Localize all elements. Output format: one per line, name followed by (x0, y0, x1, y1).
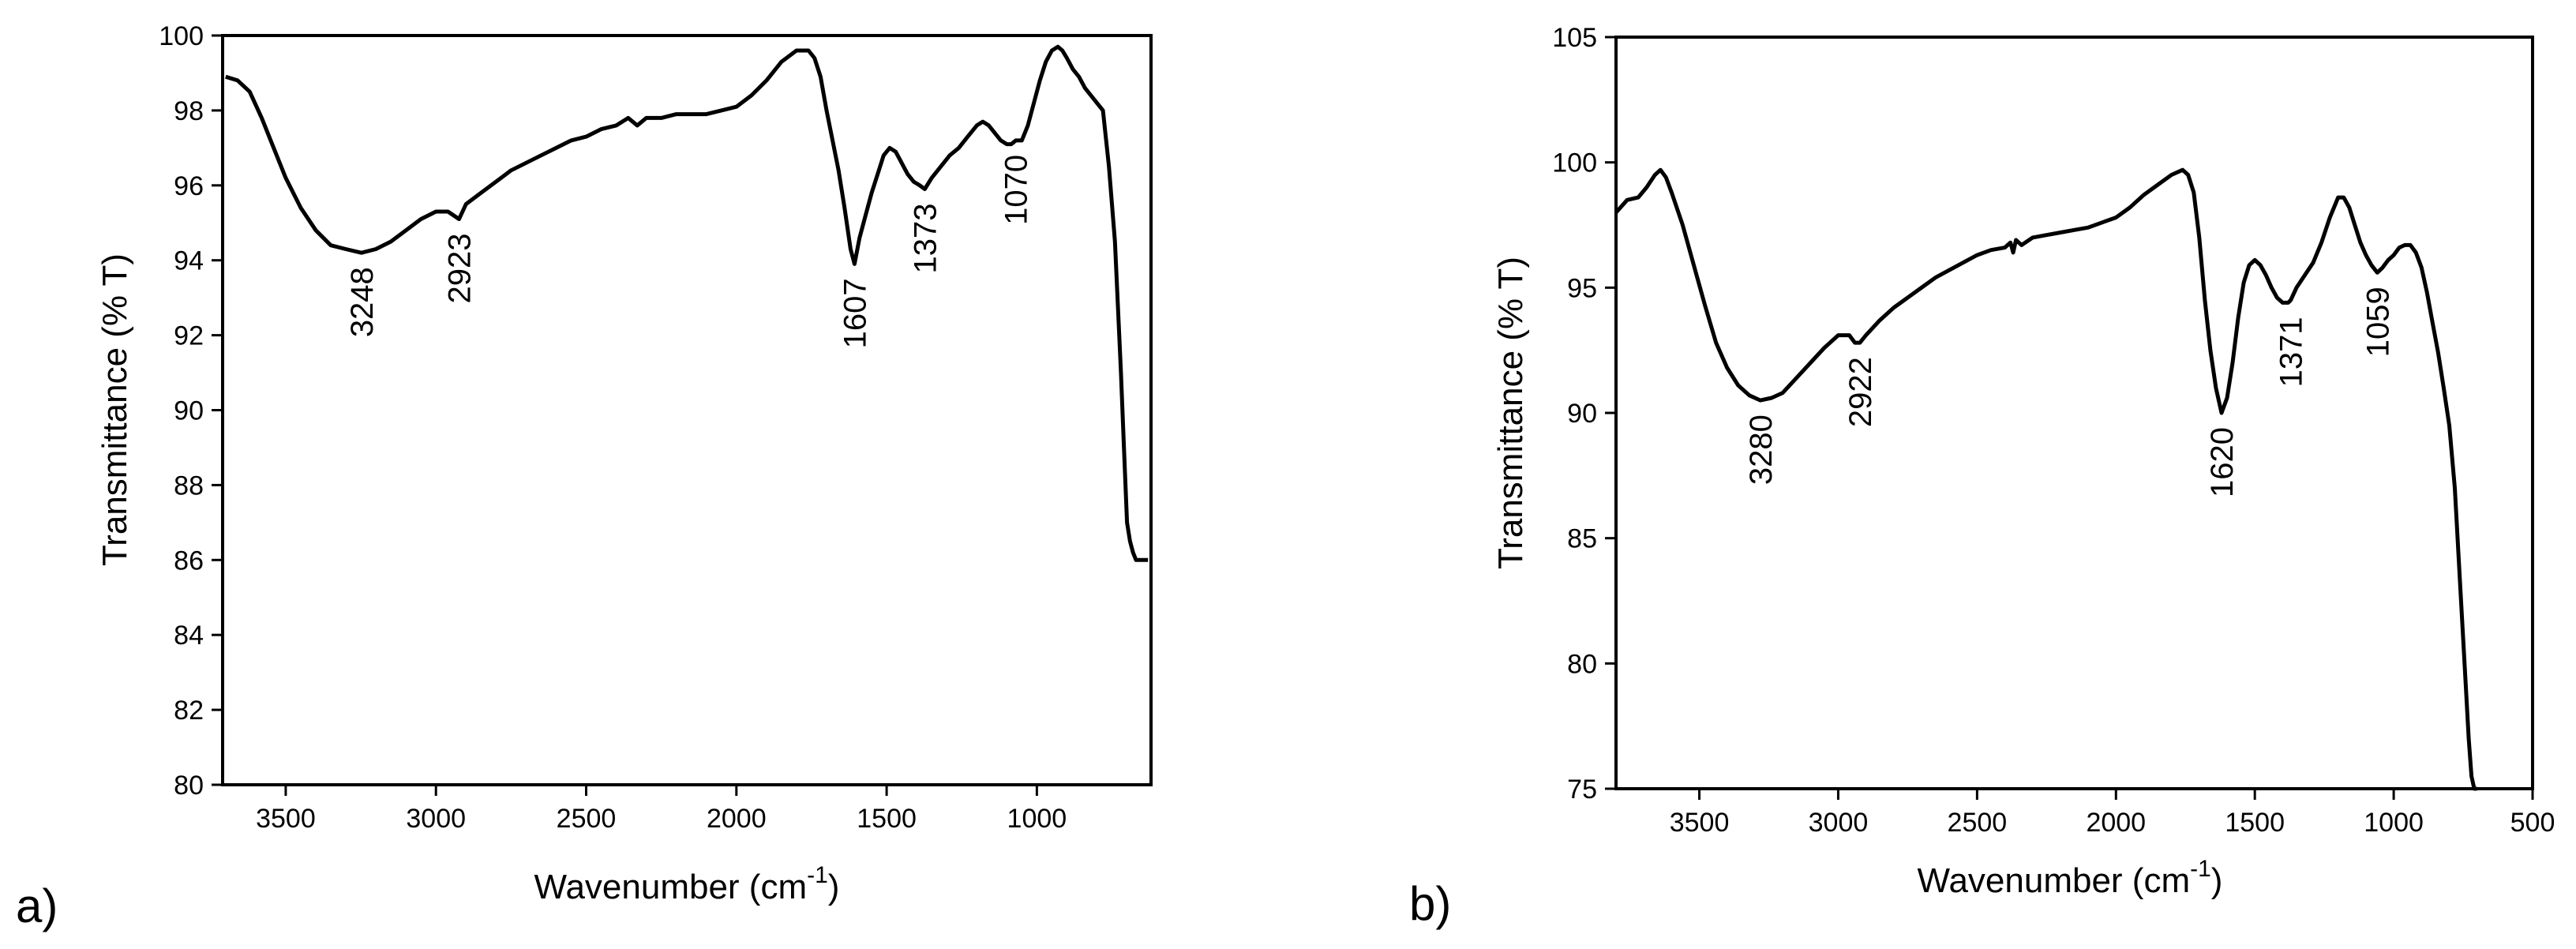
y-tick-label: 90 (174, 396, 204, 426)
x-axis-title-a: Wavenumber (cm-1) (534, 862, 840, 906)
y-tick-label: 105 (1552, 23, 1597, 53)
y-tick-label: 98 (174, 96, 204, 126)
peak-labels-b: 3280 2922 1620 1371 1059 (1744, 287, 2395, 497)
x-axis-title-b: Wavenumber (cm-1) (1918, 856, 2223, 900)
y-tick-label: 84 (174, 621, 204, 651)
chart-panel-a: 80 82 84 86 88 90 92 94 96 98 100 3500 3000 2500 2000… (16, 21, 1153, 932)
x-tick-label: 2500 (557, 804, 617, 834)
peak-label: 1059 (2360, 287, 2395, 357)
panel-label-a: a) (16, 880, 58, 932)
x-tick-label: 3000 (1809, 808, 1869, 838)
plot-frame-a (221, 34, 1153, 786)
y-tick-label: 90 (1567, 399, 1597, 429)
y-tick-label: 85 (1567, 524, 1597, 554)
y-tick-label: 92 (174, 321, 204, 351)
peak-label: 2922 (1843, 357, 1878, 427)
x-tick-label: 1500 (2225, 808, 2285, 838)
peak-label: 1620 (2205, 427, 2240, 497)
x-tick-label: 1000 (1007, 804, 1067, 834)
y-axis-b: 75 80 85 90 95 100 105 (1552, 23, 1616, 805)
y-tick-label: 80 (174, 771, 204, 801)
x-tick-label: 3500 (1670, 808, 1730, 838)
panel-label-b: b) (1409, 877, 1451, 930)
peak-label: 1607 (838, 278, 872, 348)
y-tick-label: 95 (1567, 273, 1597, 303)
x-tick-label: 3000 (406, 804, 466, 834)
y-tick-label: 100 (1552, 148, 1597, 178)
y-axis-title-b: Transmittance (% T) (1491, 257, 1530, 569)
y-tick-label: 82 (174, 696, 204, 726)
peak-label: 3280 (1744, 414, 1779, 485)
peak-labels-a: 3248 2923 1607 1373 1070 (345, 155, 1034, 348)
x-tick-label: 500 (2510, 808, 2555, 838)
spectrum-line-a (225, 44, 1149, 562)
x-tick-label: 3500 (256, 804, 316, 834)
y-tick-label: 75 (1567, 775, 1597, 805)
chart-panel-b: 75 80 85 90 95 100 105 3500 3000 2500 2000 1500 100… (1409, 23, 2555, 930)
x-axis-a: 3500 3000 2500 2000 1500 1000 (256, 785, 1067, 834)
y-axis-a: 80 82 84 86 88 90 92 94 96 98 100 (159, 21, 223, 801)
x-tick-label: 2000 (707, 804, 767, 834)
y-tick-label: 100 (159, 21, 204, 51)
x-tick-label: 2500 (1948, 808, 2008, 838)
y-tick-label: 80 (1567, 649, 1597, 679)
x-tick-label: 1000 (2364, 808, 2424, 838)
y-axis-title-a: Transmittance (% T) (96, 253, 134, 566)
y-tick-label: 86 (174, 546, 204, 576)
peak-label: 1070 (999, 155, 1034, 225)
y-tick-label: 94 (174, 246, 204, 276)
x-tick-label: 2000 (2086, 808, 2146, 838)
peak-label: 2923 (443, 234, 478, 304)
x-axis-b: 3500 3000 2500 2000 1500 1000 500 (1670, 789, 2555, 838)
y-tick-label: 88 (174, 471, 204, 501)
x-tick-label: 1500 (857, 804, 917, 834)
y-tick-label: 96 (174, 171, 204, 201)
plot-frame-b (1614, 36, 2534, 790)
peak-label: 3248 (345, 267, 380, 337)
peak-label: 1371 (2274, 317, 2309, 387)
peak-label: 1373 (908, 204, 943, 274)
spectrum-line-b (1614, 167, 2477, 791)
